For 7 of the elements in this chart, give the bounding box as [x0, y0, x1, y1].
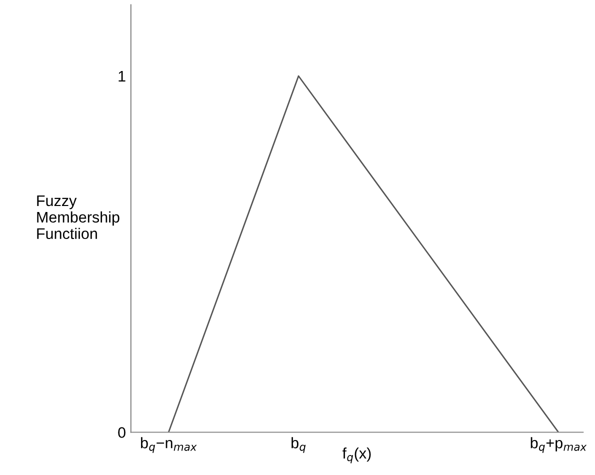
x-tick-label: b$_{q}$+p$_{max}$ — [530, 437, 587, 453]
y-tick-label: 1 — [118, 71, 126, 82]
y-tick-label: 0 — [118, 427, 126, 438]
x-axis-title: f$_{q}$(x) — [342, 447, 371, 464]
x-tick-label: b$_{q}$ — [292, 437, 306, 453]
x-tick-label: b$_{q}$−n$_{max}$ — [141, 437, 197, 453]
y-axis-title: Fuzzy Membership Functiion — [37, 195, 120, 240]
